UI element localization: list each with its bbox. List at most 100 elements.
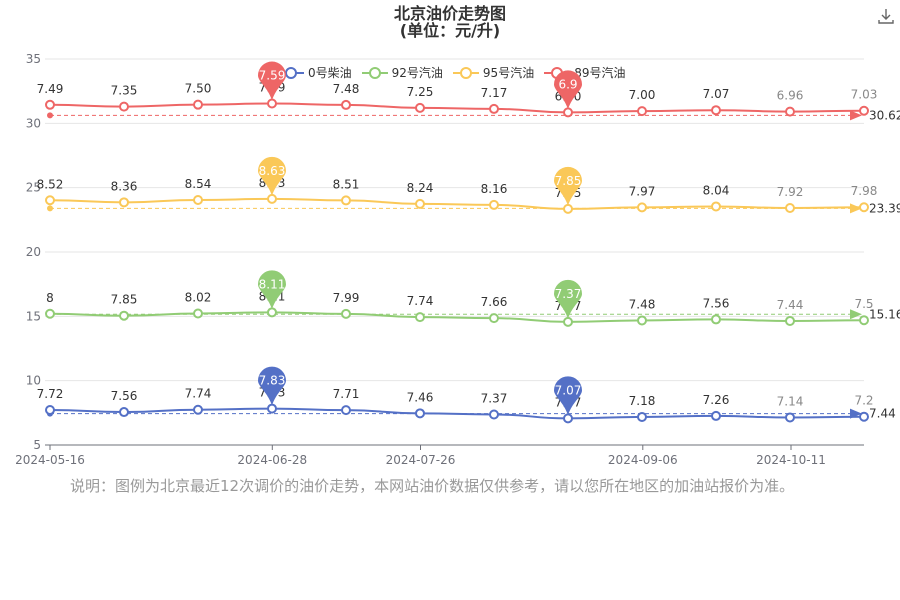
data-label: 8.24 [407, 181, 434, 195]
min-marker: 7.85 [554, 166, 582, 206]
data-point [785, 315, 795, 326]
legend-label: 92号汽油 [391, 66, 443, 80]
data-point [193, 404, 203, 415]
data-label: 7.99 [333, 291, 360, 305]
data-point [859, 202, 869, 213]
legend-label: 0号柴油 [308, 66, 352, 80]
data-point [859, 105, 869, 116]
data-point [193, 308, 203, 319]
legend-item[interactable]: 0号柴油 [278, 64, 352, 81]
data-point [267, 307, 277, 318]
legend-item[interactable]: 92号汽油 [361, 64, 443, 81]
data-point [711, 105, 721, 116]
data-point [489, 199, 499, 210]
data-label: 8.04 [703, 183, 730, 197]
data-label: 8.36 [111, 179, 138, 193]
data-point [489, 409, 499, 420]
chart-note: 说明：图例为北京最近12次调价的油价走势，本网站油价数据仅供参考，请以您所在地区… [70, 477, 795, 495]
data-point [415, 408, 425, 419]
data-label: 7.26 [703, 393, 730, 407]
y-tick-label: 25 [26, 181, 41, 195]
data-point [267, 403, 277, 414]
series-line [49, 102, 865, 114]
data-label: 7.98 [851, 184, 878, 198]
data-point [785, 412, 795, 423]
marker-label: 7.07 [555, 383, 582, 397]
legend-swatch [452, 66, 479, 79]
data-label: 7.14 [777, 394, 804, 408]
data-label: 7.56 [111, 389, 138, 403]
y-tick-label: 30 [26, 116, 41, 130]
marker-pin [554, 279, 582, 319]
x-tick-label: 2024-09-06 [608, 453, 678, 467]
data-point [45, 405, 55, 416]
average-arrow [850, 408, 862, 419]
download-icon[interactable] [876, 6, 896, 26]
x-tick-label: 2024-10-11 [756, 453, 826, 467]
data-point [341, 195, 351, 206]
marker-label: 7.59 [259, 69, 286, 83]
average-arrow [850, 110, 862, 121]
data-label: 7.85 [111, 293, 138, 307]
max-marker: 7.59 [258, 61, 286, 101]
chart-title-main: 北京油价走势图 [393, 4, 506, 23]
data-point [415, 312, 425, 323]
data-point [711, 410, 721, 421]
y-tick-label: 5 [33, 438, 41, 452]
legend-item[interactable]: 95号汽油 [452, 64, 535, 81]
average-label: 7.44 [869, 407, 896, 421]
marker-pin [258, 366, 286, 406]
data-point [415, 102, 425, 113]
data-label: 7.2 [854, 394, 873, 408]
series-line [49, 311, 865, 323]
legend-label: 95号汽油 [482, 66, 535, 80]
average-start-dot [47, 205, 53, 212]
marker-label: 8.11 [259, 277, 286, 291]
average-start-dot [47, 112, 53, 119]
data-label: 7.18 [629, 394, 656, 408]
data-label: 7.5 [854, 297, 873, 311]
data-label: 7.92 [777, 185, 804, 199]
data-point [859, 315, 869, 326]
data-point [637, 411, 647, 422]
max-marker: 7.83 [258, 366, 286, 406]
data-label: 7.71 [333, 387, 360, 401]
marker-pin [554, 70, 582, 110]
y-tick-label: 20 [26, 245, 41, 259]
data-point [563, 316, 573, 327]
data-label: 7.00 [629, 88, 656, 102]
data-label: 7.35 [111, 84, 138, 98]
data-label: 7.37 [481, 392, 508, 406]
data-point [193, 195, 203, 206]
data-point [119, 197, 129, 208]
data-label: 8 [46, 291, 54, 305]
data-point [119, 407, 129, 418]
data-label: 8.54 [185, 177, 212, 191]
data-point [119, 310, 129, 321]
average-arrow [850, 203, 862, 214]
legend-swatch [361, 66, 388, 79]
data-point [415, 198, 425, 209]
data-label: 7.56 [703, 296, 730, 310]
data-point [341, 99, 351, 110]
average-label: 30.62 [869, 108, 900, 122]
data-point [45, 99, 55, 110]
data-label: 7.97 [629, 184, 656, 198]
x-tick-label: 2024-06-28 [237, 453, 307, 467]
data-point [563, 203, 573, 214]
data-label: 7.44 [777, 298, 804, 312]
marker-pin [258, 61, 286, 101]
data-point [45, 308, 55, 319]
average-label: 23.39 [869, 201, 900, 215]
data-label: 7.48 [629, 297, 656, 311]
chart-title: 北京油价走势图 (单位：元/升) [0, 5, 900, 39]
data-point [563, 107, 573, 118]
data-label: 7.17 [481, 86, 508, 100]
data-label: 8.52 [37, 177, 64, 191]
data-point [637, 106, 647, 117]
data-label: 7.03 [851, 88, 878, 102]
data-label: 8.51 [333, 177, 360, 191]
y-tick-label: 15 [26, 309, 41, 323]
chart-subtitle: (单位：元/升) [399, 21, 501, 40]
